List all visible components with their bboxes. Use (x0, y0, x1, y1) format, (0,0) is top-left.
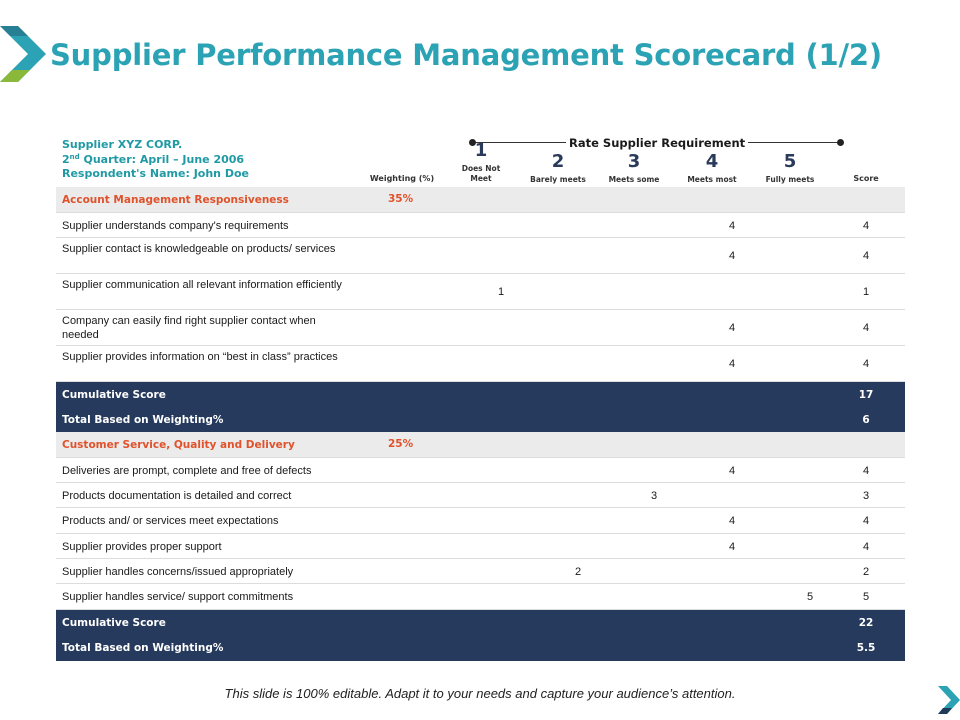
weighting-value: 25% (388, 438, 414, 450)
score-value: 4 (862, 219, 870, 232)
score-value: 4 (862, 358, 870, 370)
table-row: Supplier provides proper support 4 4 (56, 534, 905, 559)
rating-value: 4 (728, 219, 736, 232)
score-value: 4 (862, 540, 870, 553)
scale-number-2: 2 (551, 151, 565, 172)
table-row: Supplier handles service/ support commit… (56, 584, 905, 610)
row-label: Company can easily find right supplier c… (62, 315, 316, 341)
quarter-line: 2nd Quarter: April – June 2006 (62, 152, 245, 166)
rating-value: 4 (728, 515, 736, 527)
chevron-right-icon (0, 26, 46, 82)
weighting-value: 35% (388, 193, 414, 205)
scale-number-4: 4 (705, 151, 719, 172)
row-label: Customer Service, Quality and Delivery (62, 439, 295, 451)
scale-caption-2: Barely meets (530, 175, 586, 184)
table-row: Supplier communication all relevant info… (56, 274, 905, 310)
row-label: Supplier understands company's requireme… (62, 219, 289, 232)
table-row: Supplier provides information on “best i… (56, 346, 905, 382)
scorecard-table: Account Management Responsiveness 35% Supp… (56, 187, 905, 661)
score-value: 1 (862, 286, 870, 298)
scale-caption-4: Meets most (687, 175, 737, 184)
next-slide-arrow-icon[interactable] (938, 686, 960, 714)
row-label: Supplier handles concerns/issued appropr… (62, 565, 294, 578)
supplier-info: Supplier XYZ CORP. 2nd Quarter: April – … (62, 138, 249, 182)
score-value: 17 (858, 388, 874, 401)
rating-value: 4 (728, 250, 736, 262)
rating-value: 2 (574, 565, 582, 578)
footer-note: This slide is 100% editable. Adapt it to… (224, 686, 736, 701)
row-label: Cumulative Score (62, 616, 166, 629)
respondent-name: Respondent's Name: John Doe (62, 167, 249, 180)
rating-value: 4 (728, 540, 736, 553)
table-row: Company can easily find right supplier c… (56, 310, 905, 346)
row-label: Supplier provides proper support (62, 540, 222, 553)
table-row: Supplier understands company's requireme… (56, 213, 905, 238)
summary-row: Total Based on Weighting% 6 (56, 407, 905, 432)
section-header-row: Customer Service, Quality and Delivery 25… (56, 432, 905, 458)
score-value: 5.5 (856, 642, 876, 654)
rating-value: 1 (497, 286, 505, 298)
row-label: Supplier contact is knowledgeable on pro… (62, 243, 336, 255)
section-header-row: Account Management Responsiveness 35% (56, 187, 905, 213)
rating-value: 4 (728, 358, 736, 370)
scale-number-5: 5 (783, 151, 797, 172)
table-row: Supplier contact is knowledgeable on pro… (56, 238, 905, 274)
rating-value: 4 (728, 322, 736, 334)
row-label: Products and/ or services meet expectati… (62, 515, 279, 527)
supplier-name: Supplier XYZ CORP. (62, 138, 183, 151)
summary-row: Total Based on Weighting% 5.5 (56, 635, 905, 661)
rate-supplier-label: Rate Supplier Requirement (566, 136, 749, 150)
rate-line-end-dot (837, 139, 844, 146)
row-label: Account Management Responsiveness (62, 194, 289, 206)
score-value: 3 (862, 489, 870, 502)
score-value: 2 (862, 565, 870, 578)
summary-row: Cumulative Score 22 (56, 610, 905, 635)
rating-value: 4 (728, 464, 736, 477)
table-row: Deliveries are prompt, complete and free… (56, 458, 905, 483)
score-value: 4 (862, 250, 870, 262)
scale-caption-3: Meets some (608, 175, 660, 184)
scale-caption-1: Does Not Meet (461, 164, 501, 183)
scale-number-3: 3 (627, 151, 641, 172)
score-value: 4 (862, 515, 870, 527)
score-value: 4 (862, 322, 870, 334)
score-value: 4 (862, 464, 870, 477)
rating-value: 3 (650, 489, 658, 502)
row-label: Total Based on Weighting% (62, 642, 224, 654)
row-label: Supplier provides information on “best i… (62, 351, 338, 363)
score-header: Score (853, 174, 879, 183)
row-label: Total Based on Weighting% (62, 413, 224, 426)
table-row: Products documentation is detailed and c… (56, 483, 905, 508)
scale-caption-5: Fully meets (765, 175, 815, 184)
row-label: Supplier communication all relevant info… (62, 279, 342, 291)
summary-row: Cumulative Score 17 (56, 382, 905, 407)
table-row: Supplier handles concerns/issued appropr… (56, 559, 905, 584)
score-value: 5 (862, 591, 870, 603)
row-label: Cumulative Score (62, 388, 166, 401)
row-label: Products documentation is detailed and c… (62, 489, 292, 502)
rating-value: 5 (806, 591, 814, 603)
table-row: Products and/ or services meet expectati… (56, 508, 905, 534)
score-value: 22 (858, 616, 874, 629)
page-title: Supplier Performance Management Scorecar… (50, 38, 882, 72)
score-value: 6 (862, 413, 870, 426)
rate-line-start-dot (469, 139, 476, 146)
scale-number-1: 1 (474, 140, 488, 161)
weighting-header: Weighting (%) (369, 174, 435, 183)
row-label: Supplier handles service/ support commit… (62, 591, 294, 603)
row-label: Deliveries are prompt, complete and free… (62, 464, 312, 477)
